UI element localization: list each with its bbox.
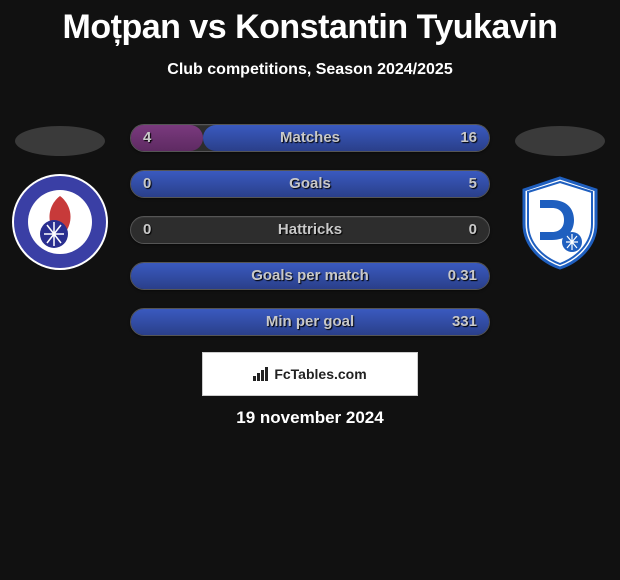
stat-value-right: 0.31 (436, 263, 489, 289)
stat-label: Min per goal (131, 309, 489, 335)
stat-value-right: 16 (448, 125, 489, 151)
stat-value-left: 0 (131, 217, 163, 243)
page-title: Moțpan vs Konstantin Tyukavin (0, 0, 620, 47)
stat-label: Goals (131, 171, 489, 197)
stat-label: Matches (131, 125, 489, 151)
stat-value-right: 5 (457, 171, 489, 197)
bar-chart-icon (253, 367, 268, 381)
stat-row: Min per goal331 (130, 308, 490, 336)
stat-label: Hattricks (131, 217, 489, 243)
stat-row: Goals per match0.31 (130, 262, 490, 290)
stat-value-left (131, 309, 155, 335)
stats-table: Matches416Goals05Hattricks00Goals per ma… (130, 124, 490, 354)
player-oval-right (515, 126, 605, 156)
attribution-text: FcTables.com (274, 366, 366, 382)
stat-row: Matches4 16 (130, 124, 490, 152)
subtitle: Club competitions, Season 2024/2025 (0, 61, 620, 79)
stat-value-left: 0 (131, 171, 163, 197)
player-oval-left (15, 126, 105, 156)
attribution-badge: FcTables.com (202, 352, 418, 396)
date-text: 19 november 2024 (0, 408, 620, 428)
club-badge-right (510, 172, 610, 272)
club-badge-left (10, 172, 110, 272)
stat-row: Goals0 5 (130, 170, 490, 198)
stat-value-right: 0 (457, 217, 489, 243)
stat-value-right: 331 (440, 309, 489, 335)
stat-value-left: 4 (131, 125, 163, 151)
stat-value-left (131, 263, 155, 289)
stat-row: Hattricks0 0 (130, 216, 490, 244)
